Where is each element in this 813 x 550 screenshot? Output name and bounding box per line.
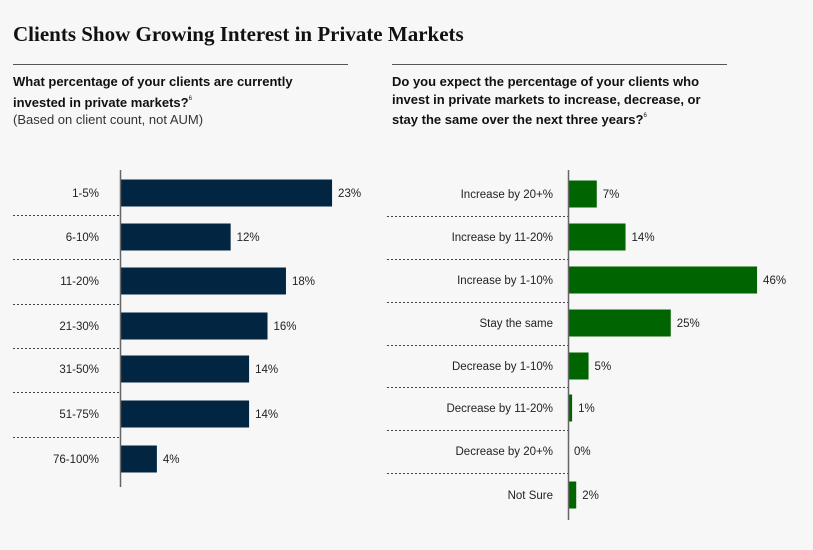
left-bar [120,267,286,295]
left-bar [120,179,333,207]
left-question: What percentage of your clients are curr… [13,73,373,129]
right-category-label: Decrease by 1-10% [452,361,553,373]
right-question-footnote: 6 [643,113,647,119]
left-bar [120,445,157,473]
right-category-label: Stay the same [479,318,553,330]
right-value-label: 1% [578,403,595,415]
right-bar [568,481,577,509]
left-category-label: 11-20% [60,276,99,288]
left-value-label: 14% [255,409,278,421]
right-bar [568,352,589,380]
right-category-label: Not Sure [508,490,553,502]
right-value-label: 14% [632,232,655,244]
right-question-line1: Do you expect the percentage of your cli… [392,74,700,89]
left-bar [120,355,250,383]
right-category-label: Increase by 1-10% [457,275,553,287]
left-question-line2: invested in private markets? [13,94,189,110]
right-value-label: 25% [677,318,700,330]
left-value-label: 4% [163,454,180,466]
left-value-label: 23% [338,188,361,200]
right-bar [568,266,758,294]
left-bar [120,312,268,340]
right-bar [568,394,573,422]
left-header-rule [13,64,348,65]
right-category-label: Decrease by 11-20% [446,403,553,415]
left-bar [120,400,250,428]
right-value-label: 46% [763,275,786,287]
right-value-label: 7% [603,189,620,201]
right-header-rule [392,64,727,65]
right-category-label: Increase by 20+% [461,189,553,201]
right-bar [568,223,626,251]
right-bar [568,309,671,337]
right-category-label: Increase by 11-20% [452,232,553,244]
right-question: Do you expect the percentage of your cli… [392,73,792,129]
right-value-label: 5% [595,361,612,373]
left-question-footnote: 6 [188,95,192,102]
left-question-subtitle: (Based on client count, not AUM) [13,112,204,127]
left-value-label: 18% [292,276,315,288]
left-question-line1: What percentage of your clients are curr… [13,74,293,89]
left-value-label: 14% [255,364,278,376]
right-question-line3: stay the same over the next three years? [392,112,644,127]
page-title: Clients Show Growing Interest in Private… [13,22,464,46]
right-value-label: 2% [582,490,599,502]
left-category-label: 6-10% [66,232,99,244]
right-bar [568,180,597,208]
left-category-label: 21-30% [59,321,99,333]
left-category-label: 51-75% [59,409,99,421]
right-category-label: Decrease by 20+% [456,446,554,458]
left-bar [120,223,231,251]
left-category-label: 31-50% [59,364,99,376]
right-value-label: 0% [574,446,591,458]
right-question-line2: invest in private markets to increase, d… [392,91,701,107]
left-value-label: 16% [274,321,297,333]
left-category-label: 76-100% [53,454,99,466]
left-value-label: 12% [237,232,260,244]
left-category-label: 1-5% [72,188,99,200]
